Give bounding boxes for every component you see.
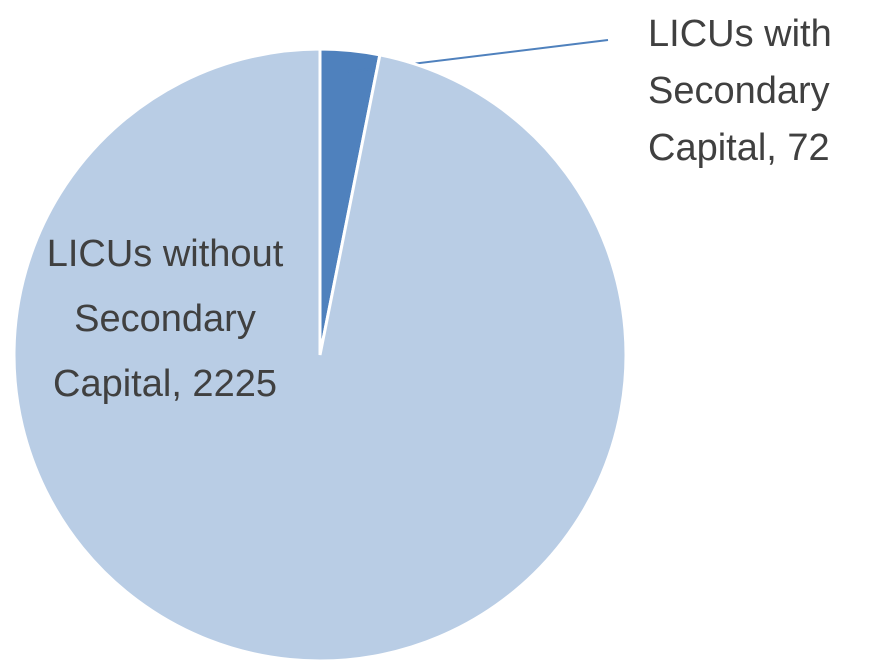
data-label: LICUs without Secondary Capital, 2225 xyxy=(46,233,284,405)
data-label: LICUs with Secondary Capital, 72 xyxy=(648,13,832,169)
